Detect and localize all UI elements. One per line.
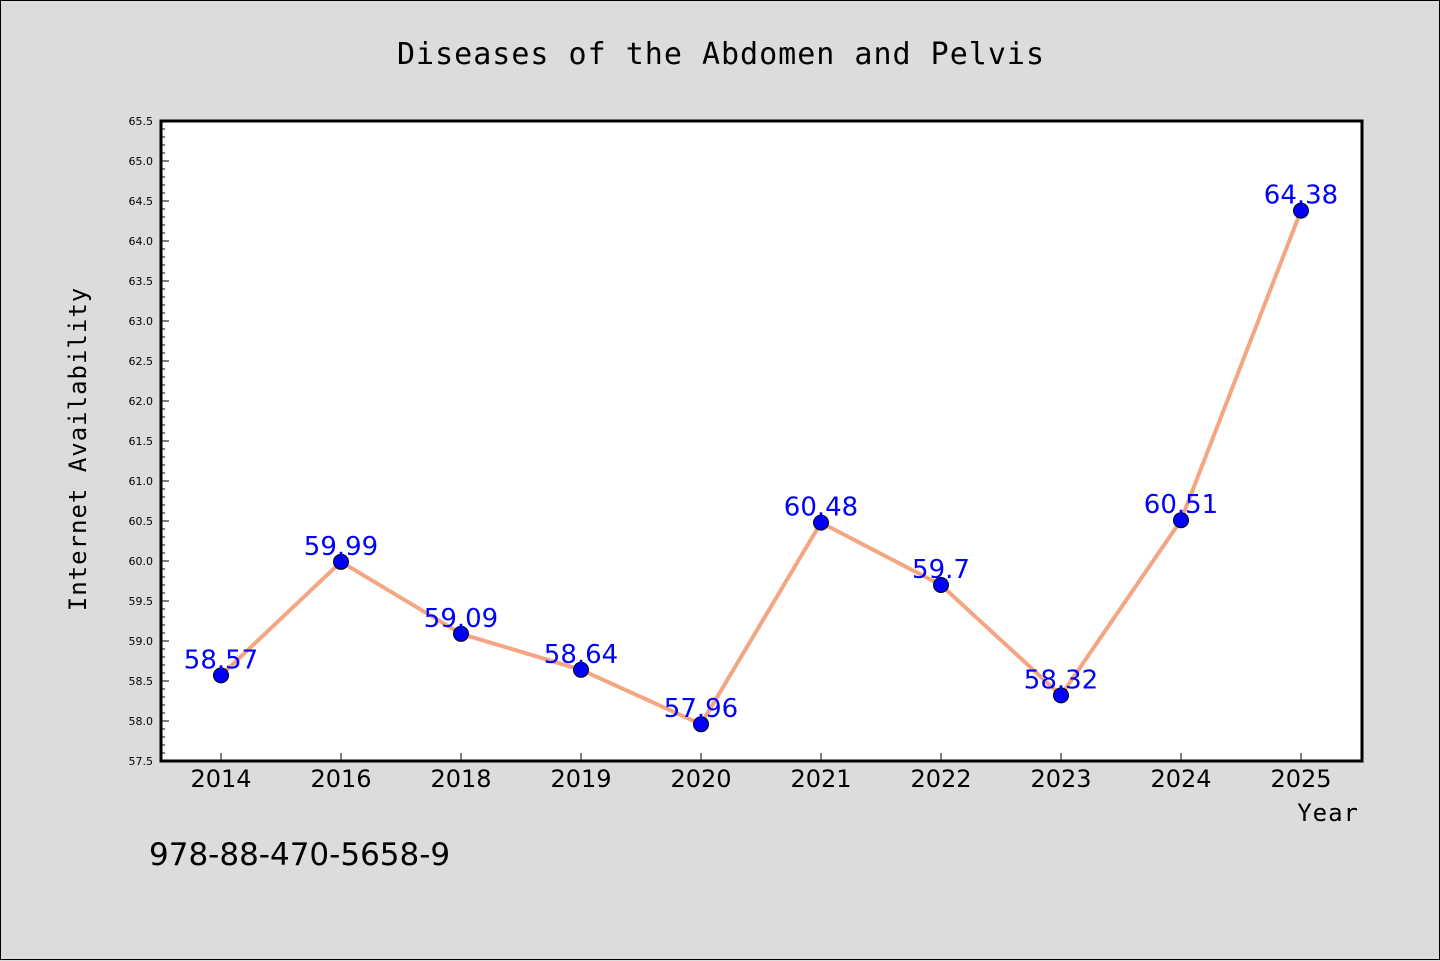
data-point	[333, 553, 349, 570]
data-point	[693, 716, 709, 733]
x-tick-label: 2022	[910, 765, 971, 793]
y-tick-label: 61.0	[129, 475, 154, 488]
data-label: 58.32	[1024, 665, 1098, 695]
y-tick-label: 65.0	[129, 155, 154, 168]
y-tick-label: 59.5	[129, 595, 154, 608]
data-point	[1293, 202, 1309, 219]
data-label: 64.38	[1264, 181, 1338, 211]
data-label: 59.7	[912, 555, 970, 585]
y-tick-label: 58.0	[129, 715, 154, 728]
data-label: 60.51	[1144, 490, 1218, 520]
data-label: 60.48	[784, 493, 858, 523]
y-tick-label: 64.0	[129, 235, 154, 248]
x-tick-label: 2020	[670, 765, 731, 793]
plot-area	[159, 119, 1364, 763]
series-line	[219, 208, 1303, 727]
x-tick-label: 2016	[310, 765, 371, 793]
data-label: 58.57	[184, 645, 258, 675]
y-tick-label: 62.0	[129, 395, 154, 408]
y-tick-label: 59.0	[129, 635, 154, 648]
x-tick-label: 2025	[1270, 765, 1331, 793]
x-axis-label: Year	[1297, 799, 1359, 827]
data-point	[813, 514, 829, 531]
data-point	[1173, 512, 1189, 529]
data-label: 57.96	[664, 694, 738, 724]
y-axis: 57.5 58.0 58.5 59.0 59.5 60.0 60.5 61.0 61.5 62.0…	[129, 115, 169, 768]
y-axis-label: Internet Availability	[64, 287, 92, 611]
y-tick-label: 63.0	[129, 315, 154, 328]
x-tick-label: 2014	[190, 765, 251, 793]
y-tick-label: 65.5	[129, 115, 154, 128]
y-tick-label: 61.5	[129, 435, 154, 448]
data-point	[213, 667, 229, 684]
series-group: 58.57 59.99 59.09 58.64 57.96 60.48 59.7 58.32 6…	[184, 181, 1338, 733]
y-tick-label: 63.5	[129, 275, 154, 288]
data-label: 59.99	[304, 532, 378, 562]
x-tick-label: 2021	[790, 765, 851, 793]
x-tick-label: 2018	[430, 765, 491, 793]
y-tick-label: 62.5	[129, 355, 154, 368]
data-label: 59.09	[424, 604, 498, 634]
y-tick-label: 64.5	[129, 195, 154, 208]
data-point	[1053, 687, 1069, 704]
y-tick-label: 57.5	[129, 755, 154, 768]
data-point	[453, 625, 469, 642]
y-tick-label: 60.5	[129, 515, 154, 528]
footer-code: 978-88-470-5658-9	[149, 837, 450, 873]
data-point	[933, 577, 949, 593]
chart-title: Diseases of the Abdomen and Pelvis	[397, 37, 1045, 72]
y-tick-label: 60.0	[129, 555, 154, 568]
x-tick-label: 2023	[1030, 765, 1091, 793]
x-tick-label: 2019	[550, 765, 611, 793]
y-tick-label: 58.5	[129, 675, 154, 688]
data-label: 58.64	[544, 640, 618, 670]
data-point	[573, 661, 589, 678]
x-axis: 2014 2016 2018 2019 2020 2021 2022 2023 2024 2025	[190, 753, 1332, 793]
x-tick-label: 2024	[1150, 765, 1211, 793]
